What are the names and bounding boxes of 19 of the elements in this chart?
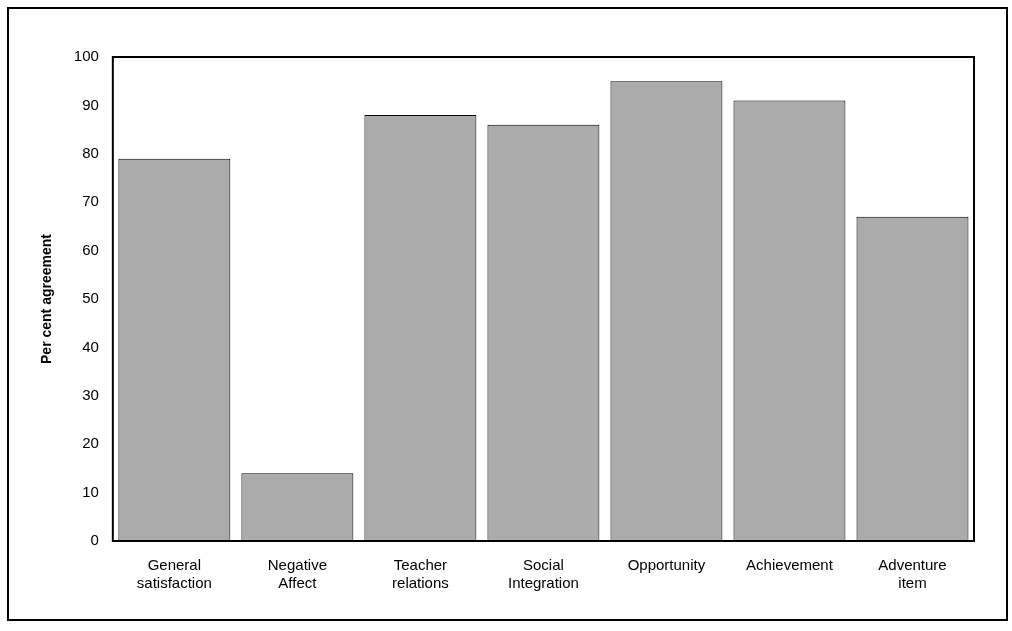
- y-tick-label: 0: [90, 531, 99, 549]
- y-tick-label: 100: [73, 47, 99, 65]
- y-tick-label: 30: [82, 385, 99, 403]
- y-tick-label: 40: [82, 337, 99, 355]
- y-tick-label: 60: [82, 240, 99, 258]
- y-tick-label: 90: [82, 95, 99, 113]
- y-tick-label: 10: [82, 482, 99, 500]
- x-tick-label: Social Integration: [507, 556, 579, 592]
- y-tick-label: 80: [82, 143, 99, 161]
- y-tick-label: 50: [82, 289, 99, 307]
- x-tick-label: Teacher relations: [392, 556, 449, 592]
- y-tick-label: 20: [82, 434, 99, 452]
- x-tick-label: General satisfaction: [136, 556, 212, 592]
- y-tick-label: 70: [82, 192, 99, 210]
- x-tick-label: Negative Affect: [267, 556, 327, 592]
- x-tick-label: Achievement: [746, 556, 834, 574]
- y-axis-title: Per cent agreement: [38, 233, 55, 364]
- x-tick-label: Opportunity: [627, 556, 706, 574]
- x-tick-label: Adventure item: [878, 556, 947, 592]
